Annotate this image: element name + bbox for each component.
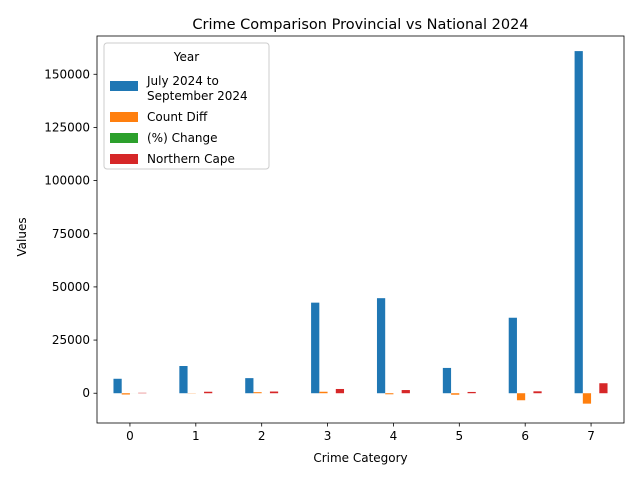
legend-swatch-0 — [110, 81, 138, 91]
bar-series1-cat5 — [451, 393, 460, 395]
bar-series0-cat5 — [442, 367, 452, 394]
y-axis: 0 25000 50000 75000 100000 125000 150000 — [44, 67, 97, 400]
legend-label-3: Northern Cape — [147, 152, 235, 166]
bar-series0-cat3 — [311, 302, 320, 394]
bar-series0-cat0 — [113, 378, 122, 394]
legend-label-0: July 2024 to September 2024 — [146, 74, 248, 103]
x-tick-label: 7 — [587, 429, 595, 443]
y-tick-label: 150000 — [44, 67, 90, 81]
bar-series0-cat1 — [179, 366, 188, 394]
bar-series0-cat7 — [574, 51, 583, 394]
bar-series3-cat1 — [204, 391, 213, 394]
bar-series1-cat3 — [319, 391, 328, 394]
bar-series3-cat6 — [533, 391, 542, 394]
bar-series1-cat7 — [582, 393, 592, 404]
bar-series1-cat6 — [516, 393, 526, 401]
legend-swatch-3 — [110, 154, 138, 164]
bar-series0-cat2 — [245, 378, 254, 394]
legend-label-2: (%) Change — [147, 131, 218, 145]
bars-group — [113, 51, 608, 404]
y-tick-label: 0 — [82, 386, 90, 400]
legend: Year July 2024 to September 2024 Count Diff… — [103, 42, 270, 170]
x-tick-label: 4 — [390, 429, 398, 443]
legend-swatch-2 — [110, 133, 138, 143]
bar-series3-cat5 — [467, 391, 476, 394]
bar-series1-cat4 — [385, 393, 394, 395]
bar-series1-cat2 — [253, 392, 262, 394]
legend-swatch-1 — [110, 112, 138, 122]
bar-series1-cat0 — [121, 393, 130, 395]
plot-frame — [96, 35, 625, 424]
bar-series3-cat3 — [335, 388, 345, 394]
bar-series0-cat6 — [508, 317, 517, 394]
y-tick-label: 50000 — [52, 280, 90, 294]
bar-series3-cat4 — [401, 390, 410, 394]
x-tick-label: 2 — [258, 429, 266, 443]
y-axis-label: Values — [15, 217, 29, 256]
y-tick-label: 75000 — [52, 227, 90, 241]
legend-label-1: Count Diff — [147, 110, 208, 124]
y-tick-label: 125000 — [44, 120, 90, 134]
legend-title: Year — [173, 50, 199, 64]
x-tick-label: 1 — [192, 429, 200, 443]
bar-series3-cat2 — [269, 391, 279, 394]
bar-series3-cat7 — [599, 383, 608, 394]
chart-title: Crime Comparison Provincial vs National … — [192, 17, 528, 33]
x-axis: 0 1 2 3 4 5 6 7 — [126, 423, 595, 443]
x-tick-label: 6 — [521, 429, 529, 443]
x-tick-label: 0 — [126, 429, 134, 443]
x-axis-label: Crime Category — [313, 451, 407, 465]
x-tick-label: 5 — [455, 429, 463, 443]
y-tick-label: 100000 — [44, 174, 90, 188]
bar-series0-cat4 — [376, 298, 386, 394]
y-tick-label: 25000 — [52, 333, 90, 347]
legend-box — [103, 42, 270, 170]
x-tick-label: 3 — [324, 429, 332, 443]
